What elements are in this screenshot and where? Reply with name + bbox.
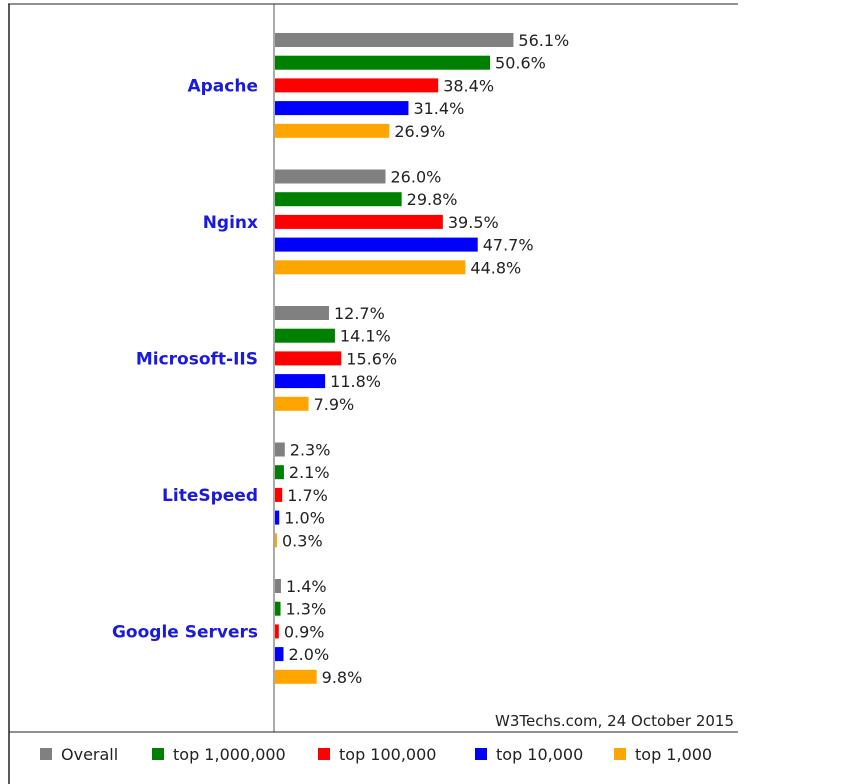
bar-microsoft-iis-top-100-000 bbox=[275, 351, 342, 366]
category-label-microsoft-iis: Microsoft-IIS bbox=[136, 349, 258, 369]
bar-nginx-top-10-000 bbox=[275, 237, 478, 252]
value-label-google-servers-top-10-000: 2.0% bbox=[289, 645, 330, 664]
value-label-nginx-top-1-000-000: 29.8% bbox=[407, 190, 458, 209]
value-label-apache-top-1-000: 26.9% bbox=[394, 122, 445, 141]
bars bbox=[275, 33, 514, 684]
legend-label-overall: Overall bbox=[61, 745, 118, 764]
bar-microsoft-iis-top-1-000 bbox=[275, 396, 309, 411]
value-label-litespeed-overall: 2.3% bbox=[290, 441, 331, 460]
bar-litespeed-top-10-000 bbox=[275, 510, 280, 525]
value-label-nginx-top-10-000: 47.7% bbox=[483, 236, 534, 255]
bar-google-servers-top-100-000 bbox=[275, 624, 279, 639]
bar-litespeed-top-100-000 bbox=[275, 487, 283, 502]
value-label-litespeed-top-1-000-000: 2.1% bbox=[289, 463, 330, 482]
bar-nginx-top-1-000-000 bbox=[275, 192, 402, 207]
value-label-google-servers-top-1-000: 9.8% bbox=[322, 668, 363, 687]
value-label-microsoft-iis-top-100-000: 15.6% bbox=[346, 349, 397, 368]
chart-frame bbox=[8, 3, 738, 784]
bar-apache-top-100-000 bbox=[275, 78, 439, 93]
value-label-google-servers-top-1-000-000: 1.3% bbox=[286, 600, 327, 619]
value-label-litespeed-top-100-000: 1.7% bbox=[287, 486, 328, 505]
value-label-nginx-overall: 26.0% bbox=[391, 168, 442, 187]
category-labels: Apache Nginx Microsoft-IIS LiteSpeed Google … bbox=[112, 76, 258, 642]
value-label-litespeed-top-10-000: 1.0% bbox=[284, 509, 325, 528]
bar-microsoft-iis-overall bbox=[275, 306, 329, 320]
value-label-google-servers-top-100-000: 0.9% bbox=[284, 622, 325, 641]
category-label-google-servers: Google Servers bbox=[112, 622, 258, 642]
legend: Overall top 1,000,000 top 100,000 top 10,00… bbox=[40, 745, 712, 764]
bar-google-servers-top-1-000 bbox=[275, 669, 317, 684]
bar-google-servers-overall bbox=[275, 579, 281, 593]
category-label-apache: Apache bbox=[187, 76, 258, 96]
legend-swatch-top-1-000-000 bbox=[152, 748, 164, 760]
bar-apache-overall bbox=[275, 33, 514, 47]
value-label-nginx-top-1-000: 44.8% bbox=[470, 258, 521, 277]
value-label-google-servers-overall: 1.4% bbox=[286, 577, 327, 596]
bar-nginx-top-1-000 bbox=[275, 260, 466, 275]
legend-swatch-top-100-000 bbox=[318, 748, 330, 760]
legend-label-top-1-000: top 1,000 bbox=[635, 745, 712, 764]
category-label-nginx: Nginx bbox=[203, 213, 258, 233]
bar-apache-top-10-000 bbox=[275, 101, 409, 116]
value-label-apache-top-100-000: 38.4% bbox=[443, 76, 494, 95]
bar-litespeed-top-1-000 bbox=[275, 533, 277, 548]
legend-swatch-top-1-000 bbox=[614, 748, 626, 760]
value-label-apache-top-10-000: 31.4% bbox=[413, 99, 464, 118]
bar-nginx-overall bbox=[275, 169, 386, 184]
value-labels: 56.1% 50.6%38.4% 31.4% 26.9% 26.0% 29.8% 39.5%… bbox=[282, 31, 569, 687]
legend-swatch-overall bbox=[40, 748, 52, 760]
legend-label-top-10-000: top 10,000 bbox=[496, 745, 583, 764]
legend-swatch-top-10-000 bbox=[475, 748, 487, 760]
bar-apache-top-1-000-000 bbox=[275, 55, 491, 70]
category-label-litespeed: LiteSpeed bbox=[162, 486, 258, 506]
value-label-litespeed-top-1-000: 0.3% bbox=[282, 531, 323, 550]
bar-apache-top-1-000 bbox=[275, 123, 390, 138]
bar-litespeed-top-1-000-000 bbox=[275, 465, 284, 480]
value-label-microsoft-iis-overall: 12.7% bbox=[334, 304, 385, 323]
value-label-microsoft-iis-top-1-000-000: 14.1% bbox=[340, 327, 391, 346]
bar-google-servers-top-1-000-000 bbox=[275, 601, 281, 616]
value-label-apache-overall: 56.1% bbox=[518, 31, 569, 50]
source-label: W3Techs.com, 24 October 2015 bbox=[495, 712, 734, 730]
legend-label-top-1-000-000: top 1,000,000 bbox=[173, 745, 286, 764]
value-label-microsoft-iis-top-10-000: 11.8% bbox=[330, 372, 381, 391]
bar-microsoft-iis-top-1-000-000 bbox=[275, 328, 335, 343]
legend-label-top-100-000: top 100,000 bbox=[339, 745, 436, 764]
value-label-apache-top-1-000-000: 50.6% bbox=[495, 54, 546, 73]
bar-google-servers-top-10-000 bbox=[275, 647, 284, 662]
bar-microsoft-iis-top-10-000 bbox=[275, 374, 326, 389]
bar-litespeed-overall bbox=[275, 442, 285, 457]
value-label-microsoft-iis-top-1-000: 7.9% bbox=[314, 395, 355, 414]
bar-nginx-top-100-000 bbox=[275, 214, 443, 229]
value-label-nginx-top-100-000: 39.5% bbox=[448, 213, 499, 232]
